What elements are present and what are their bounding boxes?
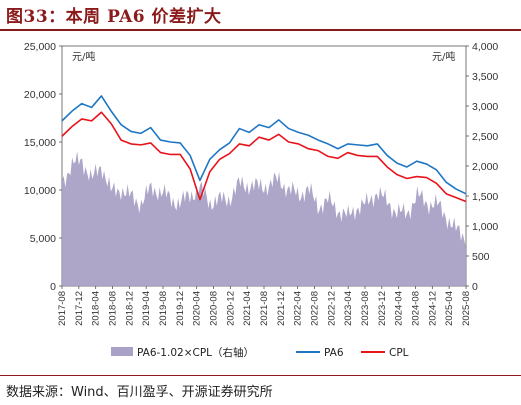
x-tick-label: 2018-12	[124, 291, 135, 326]
left-unit-label: 元/吨	[72, 50, 95, 63]
chart-title: 图33：本周 PA6 价差扩大	[6, 7, 222, 27]
right-tick-label: 4,000	[472, 41, 498, 53]
x-tick-label: 2023-12	[377, 291, 388, 326]
left-tick-label: 5,000	[30, 233, 56, 245]
left-tick-label: 25,000	[24, 41, 56, 53]
x-tick-label: 2018-04	[91, 291, 102, 326]
right-tick-label: 2,000	[472, 161, 498, 173]
legend-label-cpl: CPL	[389, 347, 409, 359]
legend-label-spread: PA6-1.02×CPL（右轴）	[137, 346, 254, 359]
title-rule	[0, 29, 521, 31]
x-tick-label: 2017-08	[57, 291, 68, 326]
right-tick-label: 3,000	[472, 101, 498, 113]
left-tick-label: 10,000	[24, 185, 56, 197]
x-tick-label: 2019-08	[158, 291, 169, 326]
left-tick-label: 20,000	[24, 89, 56, 101]
x-tick-label: 2020-04	[192, 291, 203, 326]
x-tick-label: 2024-12	[427, 291, 438, 326]
x-tick-label: 2025-04	[444, 291, 455, 326]
x-tick-label: 2023-08	[360, 291, 371, 326]
legend-label-pa6: PA6	[324, 347, 344, 359]
series-cpl-line	[61, 111, 467, 203]
x-tick-label: 2022-08	[310, 291, 321, 326]
x-tick-label: 2021-04	[242, 291, 253, 326]
x-tick-label: 2019-12	[175, 291, 186, 326]
x-tick-label: 2021-12	[276, 291, 287, 326]
x-tick-label: 2021-08	[259, 291, 270, 326]
x-tick-label: 2022-12	[326, 291, 337, 326]
source-note: 数据来源：Wind、百川盈孚、开源证券研究所	[6, 385, 273, 400]
series-pa6-line	[61, 95, 467, 195]
left-tick-label: 0	[50, 281, 56, 293]
right-unit-label: 元/吨	[432, 50, 455, 63]
x-tick-label: 2023-04	[343, 291, 354, 326]
right-tick-label: 2,500	[472, 131, 498, 143]
x-tick-label: 2020-12	[225, 291, 236, 326]
left-tick-label: 15,000	[24, 137, 56, 149]
legend-swatch-spread	[111, 347, 133, 356]
series-spread-area	[62, 151, 466, 286]
right-tick-label: 3,500	[472, 71, 498, 83]
x-tick-label: 2022-04	[293, 291, 304, 326]
right-tick-label: 500	[472, 251, 490, 263]
x-tick-label: 2018-08	[108, 291, 119, 326]
x-tick-label: 2019-04	[141, 291, 152, 326]
x-tick-label: 2025-08	[461, 291, 472, 326]
x-tick-label: 2024-08	[411, 291, 422, 326]
bottom-rule	[0, 375, 521, 376]
right-tick-label: 0	[472, 281, 478, 293]
x-tick-label: 2024-04	[394, 291, 405, 326]
x-tick-label: 2020-08	[209, 291, 220, 326]
right-tick-label: 1,000	[472, 221, 498, 233]
right-tick-label: 1,500	[472, 191, 498, 203]
x-tick-label: 2017-12	[74, 291, 85, 326]
